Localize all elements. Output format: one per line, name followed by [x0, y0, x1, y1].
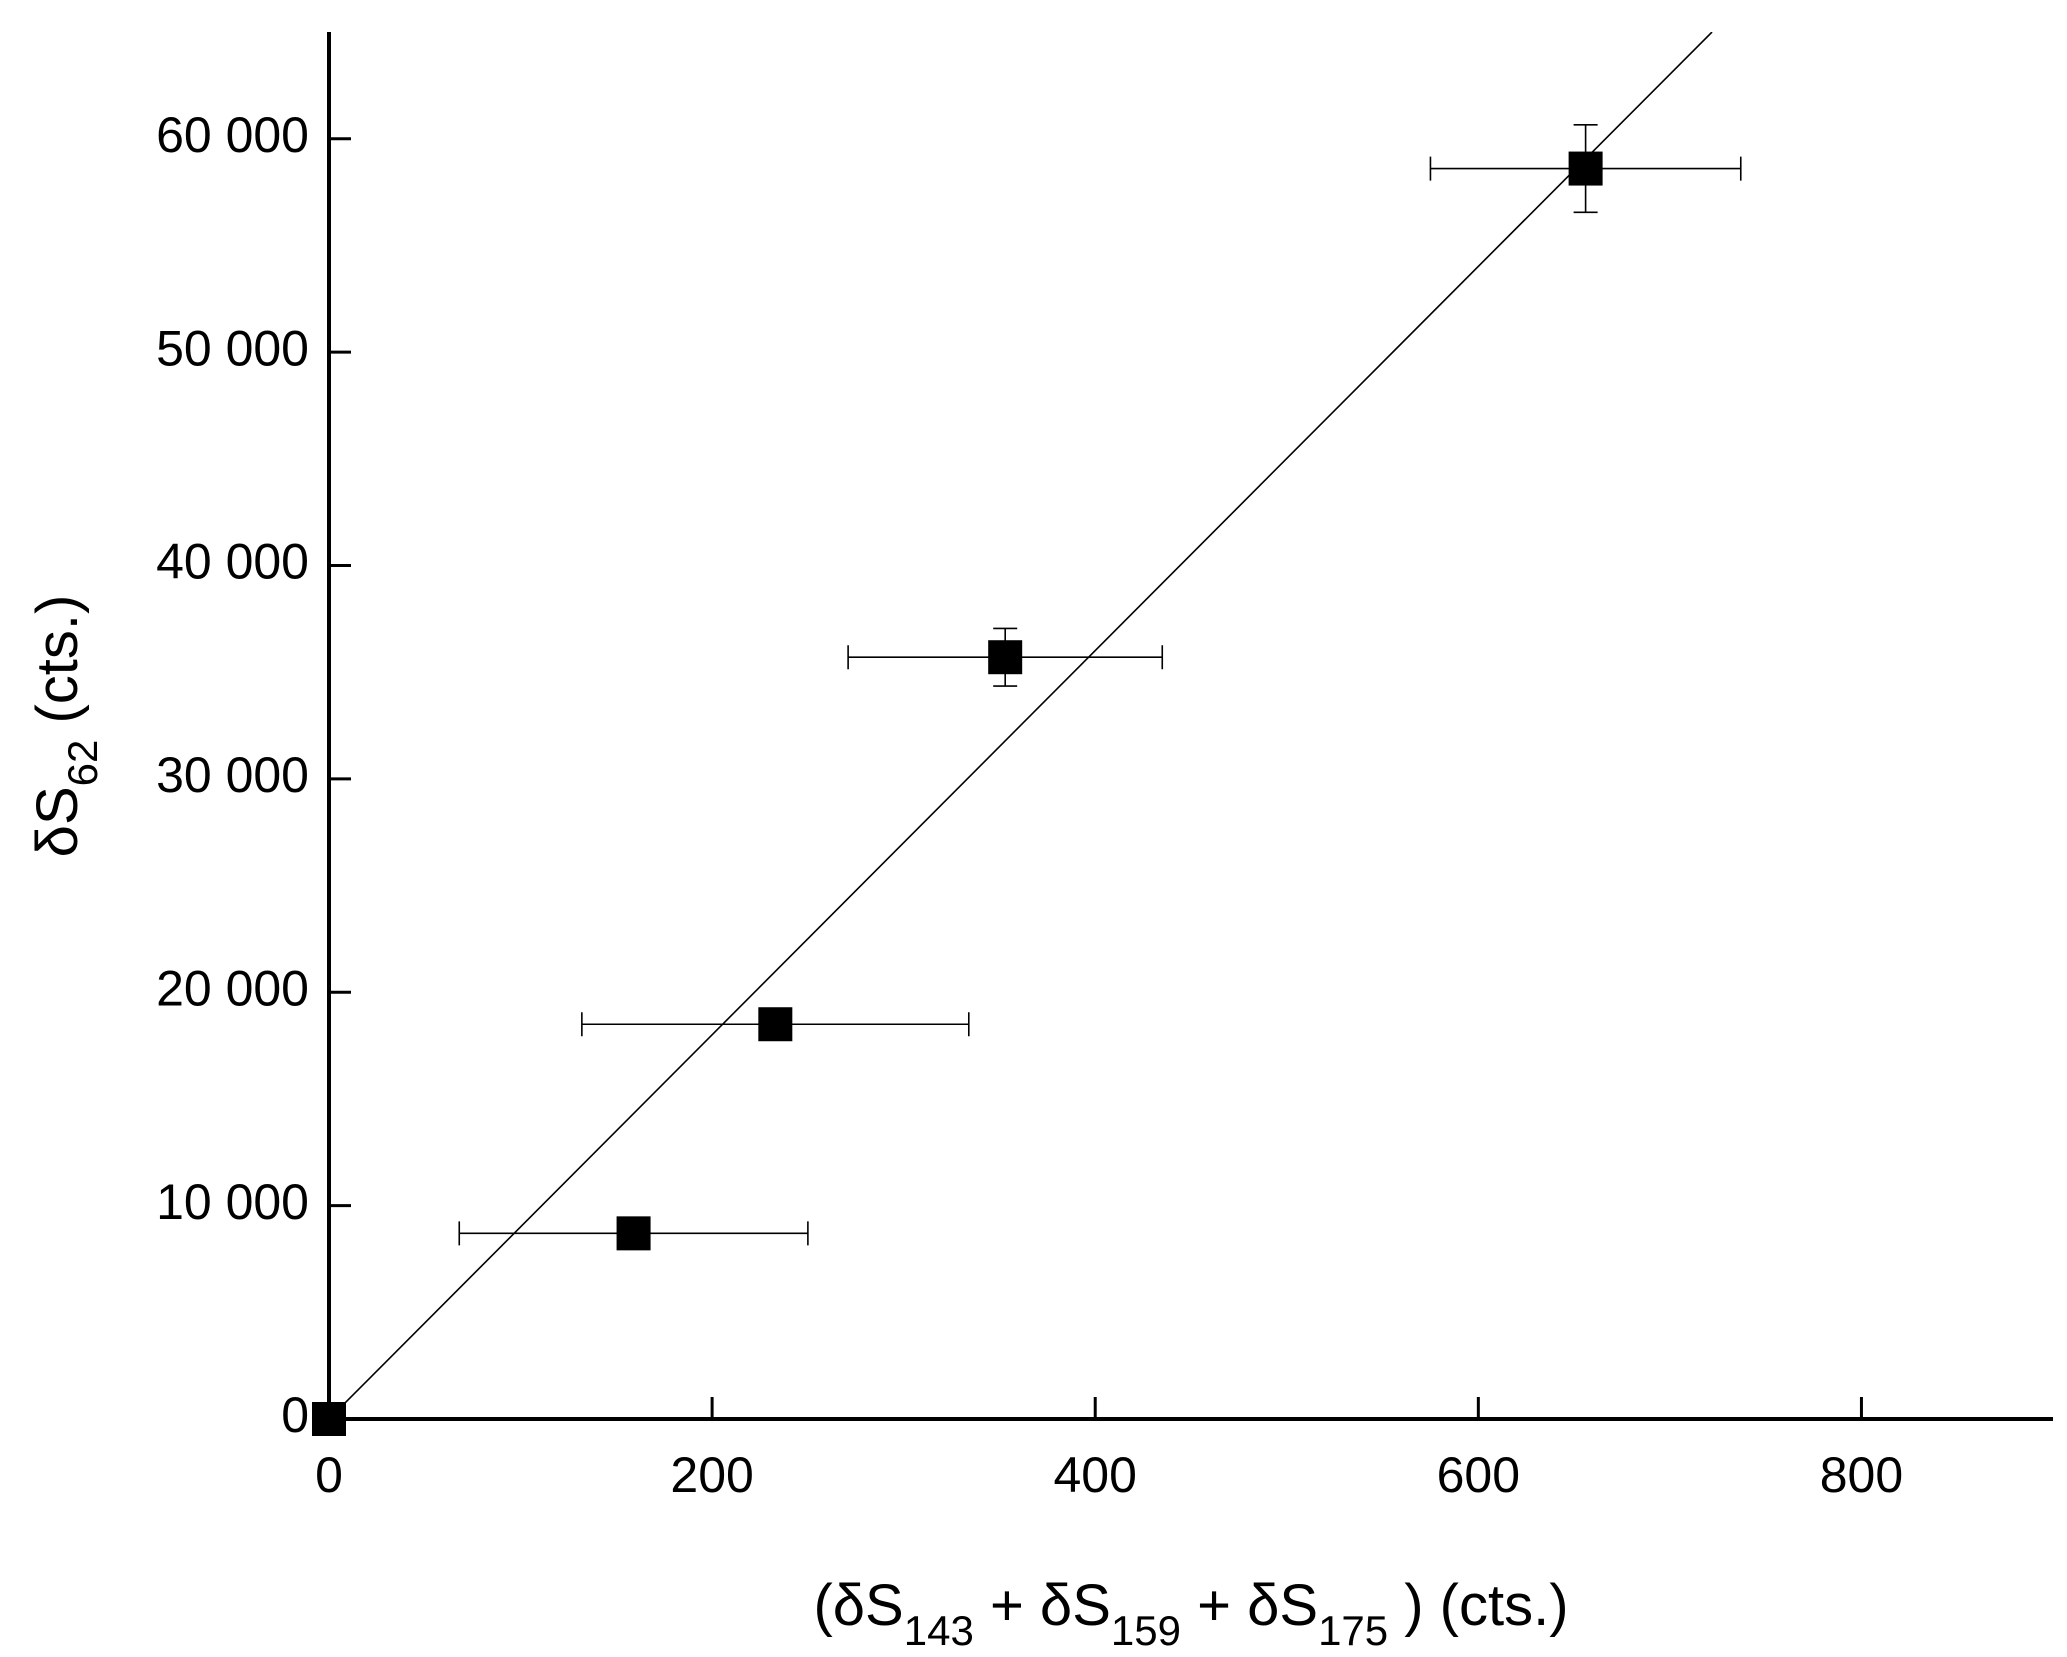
data-point — [616, 1216, 651, 1251]
axis-title-part: 143 — [904, 1607, 974, 1654]
x-tick-label: 600 — [1437, 1447, 1520, 1503]
y-axis-title: δS62 (cts.) — [25, 595, 105, 858]
axis-title-part: (cts.) — [25, 595, 90, 740]
x-tick-label: 200 — [670, 1447, 753, 1503]
x-tick-label: 0 — [315, 1447, 343, 1503]
data-point — [1568, 151, 1603, 186]
y-tick-label: 60 000 — [156, 107, 309, 163]
data-point — [988, 640, 1023, 675]
y-tick-label: 50 000 — [156, 320, 309, 376]
data-point — [758, 1007, 793, 1042]
axis-title-part: + δS — [1181, 1573, 1318, 1638]
x-axis-title: (δS143 + δS159 + δS175 ) (cts.) — [813, 1573, 1568, 1653]
axis-title-part: + δS — [974, 1573, 1111, 1638]
y-tick-label: 10 000 — [156, 1174, 309, 1230]
axis-title-part: δS — [25, 786, 90, 857]
fit-line — [329, 32, 1713, 1419]
axis-title-part: (δS — [813, 1573, 903, 1638]
y-tick-label: 0 — [281, 1387, 309, 1443]
axis-title-part: 159 — [1111, 1607, 1181, 1654]
x-tick-label: 800 — [1820, 1447, 1903, 1503]
axis-title-part: 62 — [59, 740, 106, 787]
x-tick-label: 400 — [1054, 1447, 1137, 1503]
axis-title-part: ) (cts.) — [1388, 1573, 1568, 1638]
y-tick-label: 20 000 — [156, 960, 309, 1016]
y-tick-label: 30 000 — [156, 747, 309, 803]
axis-title-part: 175 — [1318, 1607, 1388, 1654]
y-tick-label: 40 000 — [156, 534, 309, 590]
